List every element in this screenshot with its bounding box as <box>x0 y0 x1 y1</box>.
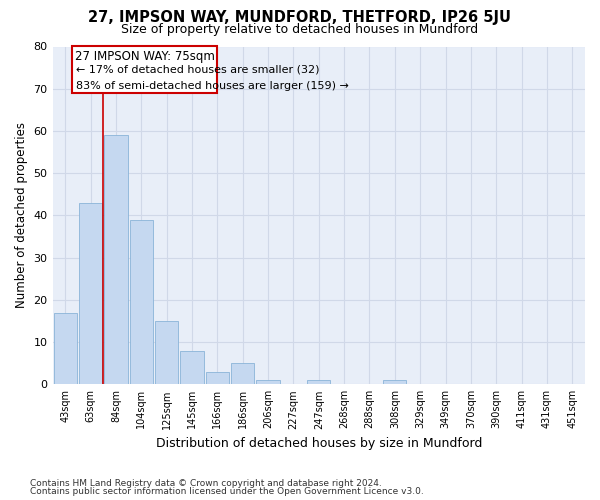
Bar <box>307 380 331 384</box>
Bar <box>231 363 254 384</box>
Text: Size of property relative to detached houses in Mundford: Size of property relative to detached ho… <box>121 22 479 36</box>
Text: Contains public sector information licensed under the Open Government Licence v3: Contains public sector information licen… <box>30 487 424 496</box>
Y-axis label: Number of detached properties: Number of detached properties <box>15 122 28 308</box>
Text: 83% of semi-detached houses are larger (159) →: 83% of semi-detached houses are larger (… <box>76 81 349 91</box>
Text: 27 IMPSON WAY: 75sqm: 27 IMPSON WAY: 75sqm <box>75 50 215 63</box>
X-axis label: Distribution of detached houses by size in Mundford: Distribution of detached houses by size … <box>155 437 482 450</box>
Text: 27, IMPSON WAY, MUNDFORD, THETFORD, IP26 5JU: 27, IMPSON WAY, MUNDFORD, THETFORD, IP26… <box>89 10 511 25</box>
Text: ← 17% of detached houses are smaller (32): ← 17% of detached houses are smaller (32… <box>76 64 320 74</box>
Bar <box>155 321 178 384</box>
Bar <box>256 380 280 384</box>
Bar <box>383 380 406 384</box>
FancyBboxPatch shape <box>73 46 217 93</box>
Bar <box>53 312 77 384</box>
Bar <box>104 135 128 384</box>
Bar <box>206 372 229 384</box>
Text: Contains HM Land Registry data © Crown copyright and database right 2024.: Contains HM Land Registry data © Crown c… <box>30 478 382 488</box>
Bar <box>181 350 203 384</box>
Bar <box>79 202 102 384</box>
Bar <box>130 220 153 384</box>
